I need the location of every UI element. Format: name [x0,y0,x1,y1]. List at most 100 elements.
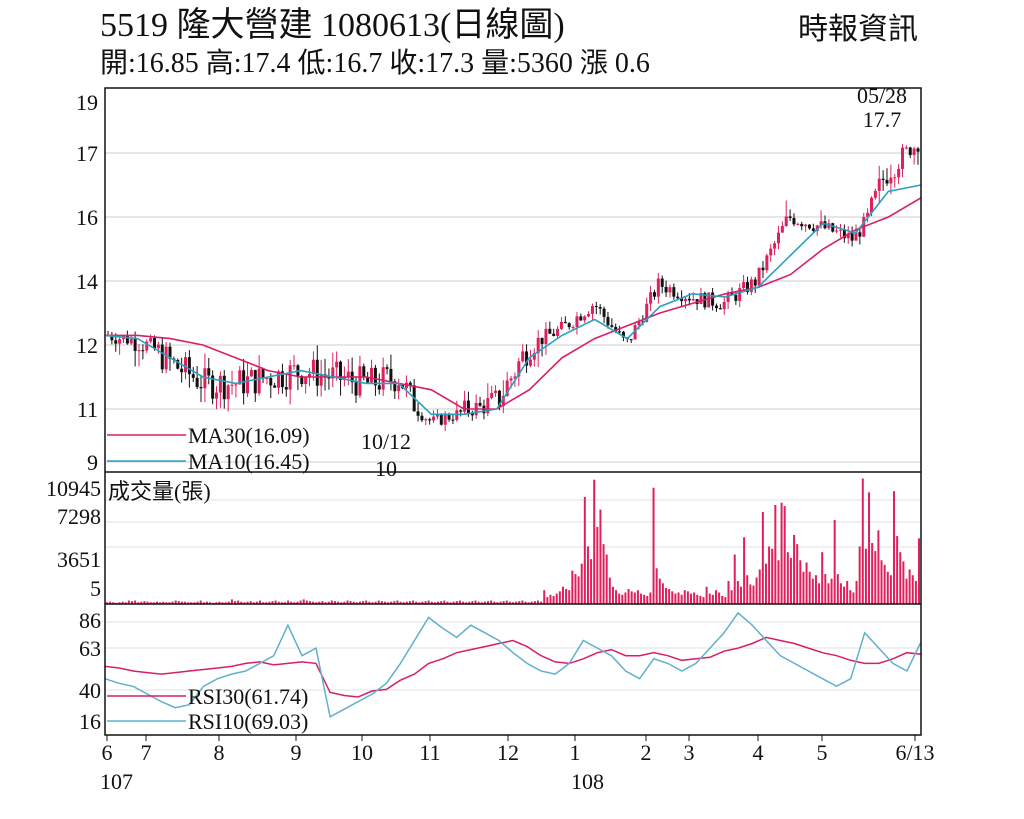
volume-bar [259,600,262,604]
volume-bar [202,602,205,604]
x-tick-label: 3 [684,740,695,765]
volume-bar [149,602,152,604]
candle-body [513,376,517,379]
volume-bar [487,601,490,604]
candle-body [598,307,602,309]
candle-body [366,377,370,383]
candle-body [854,232,858,241]
ma-line-ma30 [105,197,922,410]
volume-bar [574,574,577,604]
volume-bar [568,590,571,604]
volume-bar [608,577,611,604]
volume-bar [789,557,792,604]
volume-bar [549,594,552,604]
candle-body [889,177,893,184]
volume-bar [880,560,883,604]
candle-body [900,147,904,169]
candle-body [835,230,839,232]
volume-bar [755,577,758,604]
candle-body [776,232,780,244]
volume-bar [758,569,761,604]
volume-bar [465,602,468,604]
volume-bar [739,586,742,604]
rsi-lines [104,611,922,719]
volume-bar [877,530,880,604]
volume-bar [764,563,767,604]
candle-body [304,377,308,385]
volume-bar [715,590,717,604]
volume-bar [499,601,502,604]
candle-body [536,337,540,354]
rsi-line-rsi30 [104,636,922,698]
price-tick-label: 16 [76,205,98,230]
volume-bar [914,580,917,604]
volume-bar [749,584,752,604]
volume-bar [399,601,402,604]
volume-bar [871,542,874,604]
volume-bar [408,601,411,604]
candle-body [521,351,525,362]
volume-bar [911,575,914,604]
volume-bar [546,597,549,604]
volume-bar [462,601,465,604]
volume-bar [524,601,527,604]
volume-bar [402,602,405,604]
candle-body [509,378,513,381]
candle-body [842,229,846,239]
volume-bar [387,602,390,604]
volume-bar [583,496,586,604]
volume-bar [827,583,830,604]
volume-bar [205,601,208,604]
candle-body [757,267,761,286]
volume-bar [349,601,352,604]
candle-body [187,357,191,375]
candle-body [707,292,711,308]
price-tick-label: 11 [77,397,98,422]
candle-body [156,344,160,349]
candle-body [280,371,284,388]
volume-bar [430,601,433,604]
volume-bar [296,601,299,604]
volume-bar [515,601,518,604]
candle-body [432,416,436,421]
volume-bar [683,590,686,604]
volume-bar [184,601,187,604]
volume-bar [221,602,224,604]
candle-body [273,385,277,388]
candle-body [459,410,463,412]
candle-body [191,374,195,378]
candle-body [683,298,687,302]
candle-body [463,400,467,412]
x-tick-label: 7 [141,740,152,765]
candle-body [691,299,695,301]
candle-body [788,216,792,218]
candle-body [164,346,168,370]
candle-body [711,292,715,306]
volume-bar [561,586,564,604]
volume-bar [558,591,561,604]
volume-bar [655,568,658,604]
candle-body [629,339,633,341]
volume-bar [833,519,836,604]
candle-body [532,353,536,360]
candle-body [587,313,591,317]
volume-bar [137,602,140,604]
candle-body [133,339,137,351]
volume-bar [580,563,583,604]
volume-bar [886,571,889,604]
candle-body [610,325,614,327]
volume-bar [736,580,739,604]
volume-bar [818,583,821,604]
candle-body [385,367,389,369]
volume-bar [433,602,436,604]
volume-bar [611,586,614,604]
legend-rsi30: RSI30(61.74) [188,684,308,709]
volume-bar [693,592,696,604]
candle-body [319,374,323,386]
candle-body [804,224,808,227]
volume-bar [424,601,427,604]
candle-body [742,282,746,289]
volume-bar [868,492,871,604]
candle-body [858,232,862,237]
